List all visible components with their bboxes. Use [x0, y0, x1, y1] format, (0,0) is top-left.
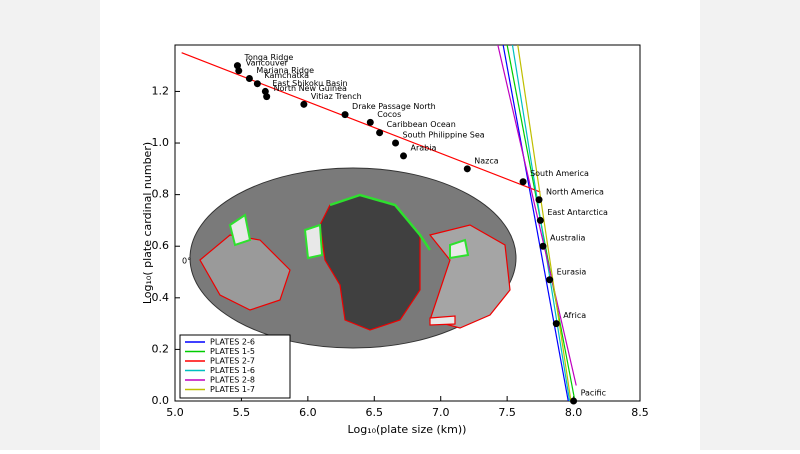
legend-label: PLATES 2-6 — [210, 338, 255, 347]
point-label: East Shikoku Basin — [272, 79, 347, 88]
point-label: East Antarctica — [547, 208, 608, 217]
x-tick-label: 5.0 — [166, 406, 184, 419]
y-tick-label: 1.0 — [152, 136, 170, 149]
point-label: North America — [546, 187, 604, 196]
data-point — [341, 111, 349, 119]
point-label: South Philippine Sea — [403, 131, 485, 140]
point-label: Australia — [550, 234, 585, 243]
data-point — [570, 397, 578, 405]
y-tick-label: 0.8 — [152, 188, 170, 201]
point-label: Pacific — [581, 389, 606, 398]
data-point — [253, 80, 261, 88]
x-tick-label: 8.5 — [631, 406, 649, 419]
data-point — [235, 67, 243, 75]
y-tick-label: 0.0 — [152, 394, 170, 407]
fit-line — [181, 52, 541, 193]
side-panel — [700, 0, 800, 450]
x-tick-label: 8.0 — [565, 406, 583, 419]
x-axis-label: Log₁₀(plate size (km)) — [348, 423, 467, 436]
point-label: Caribbean Ocean — [387, 120, 456, 129]
data-point — [546, 276, 554, 284]
legend-box — [179, 334, 291, 399]
x-tick-label: 5.5 — [233, 406, 251, 419]
y-tick-label: 1.2 — [152, 84, 170, 97]
legend-label: PLATES 2-7 — [210, 357, 255, 366]
point-label: Mariana Ridge — [256, 66, 314, 75]
point-label: Eurasia — [557, 267, 587, 276]
fit-line — [497, 45, 577, 386]
point-label: Nazca — [474, 156, 498, 165]
data-point — [519, 178, 527, 186]
x-tick-label: 6.5 — [366, 406, 384, 419]
y-tick-label: 0.4 — [152, 291, 170, 304]
legend-label: PLATES 1-6 — [210, 366, 255, 375]
point-label: Tonga Ridge — [243, 53, 293, 62]
data-point — [535, 196, 543, 204]
y-axis-label: Log₁₀( plate cardinal number) — [141, 142, 154, 304]
point-label: Kamchatka — [264, 71, 309, 80]
plot-frame — [174, 44, 641, 402]
side-panel — [0, 0, 100, 450]
inset-map — [189, 167, 517, 349]
point-label: Arabia — [411, 143, 437, 152]
point-label: North New Guinea — [274, 84, 347, 93]
y-tick-label: 0.2 — [152, 342, 170, 355]
fit-line — [517, 45, 572, 401]
data-point — [392, 139, 400, 147]
data-point — [539, 242, 547, 250]
data-point — [245, 75, 253, 83]
data-point — [552, 320, 560, 328]
data-point — [376, 129, 384, 137]
data-point — [366, 118, 374, 126]
data-point — [536, 216, 544, 224]
legend-label: PLATES 1-7 — [210, 385, 255, 394]
data-point — [263, 93, 271, 101]
point-label: Africa — [563, 311, 586, 320]
map-label: 0° — [182, 257, 191, 266]
data-point — [400, 152, 408, 160]
point-label: Vitiaz Trench — [311, 92, 362, 101]
point-label: South America — [530, 169, 589, 178]
legend-label: PLATES 1-5 — [210, 347, 255, 356]
point-label: Drake Passage North — [352, 102, 436, 111]
fit-line — [502, 45, 569, 401]
x-tick-label: 7.5 — [498, 406, 516, 419]
point-label: Cocos — [377, 110, 401, 119]
legend-label: PLATES 2-8 — [210, 376, 255, 385]
x-tick-label: 6.0 — [299, 406, 317, 419]
data-point — [463, 165, 471, 173]
y-tick-label: 0.6 — [152, 239, 170, 252]
x-tick-label: 7.0 — [432, 406, 450, 419]
point-label: Vancouver — [246, 58, 289, 67]
data-point — [300, 100, 308, 108]
